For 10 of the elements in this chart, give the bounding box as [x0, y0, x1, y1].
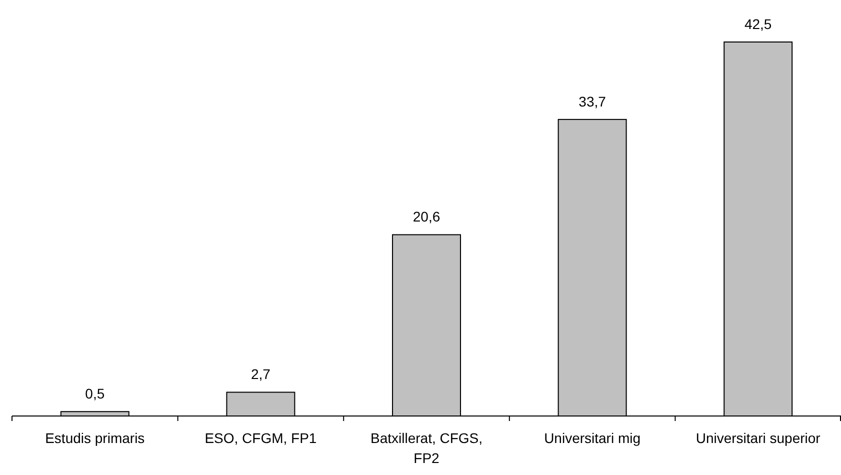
data-label: 33,7	[578, 93, 606, 110]
x-tick-label: ESO, CFGM, FP1	[204, 430, 317, 446]
x-tick-label: Batxillerat, CFGS, FP2	[370, 430, 483, 466]
data-label: 0,5	[85, 386, 105, 402]
x-tick-label: Universitari superior	[696, 430, 821, 446]
data-label: 2,7	[250, 366, 271, 382]
data-label: 42,5	[744, 16, 772, 32]
x-tick-label: Estudis primaris	[45, 430, 145, 446]
x-tick-label: Universitari mig	[544, 430, 641, 446]
data-label: 20,6	[412, 208, 440, 225]
